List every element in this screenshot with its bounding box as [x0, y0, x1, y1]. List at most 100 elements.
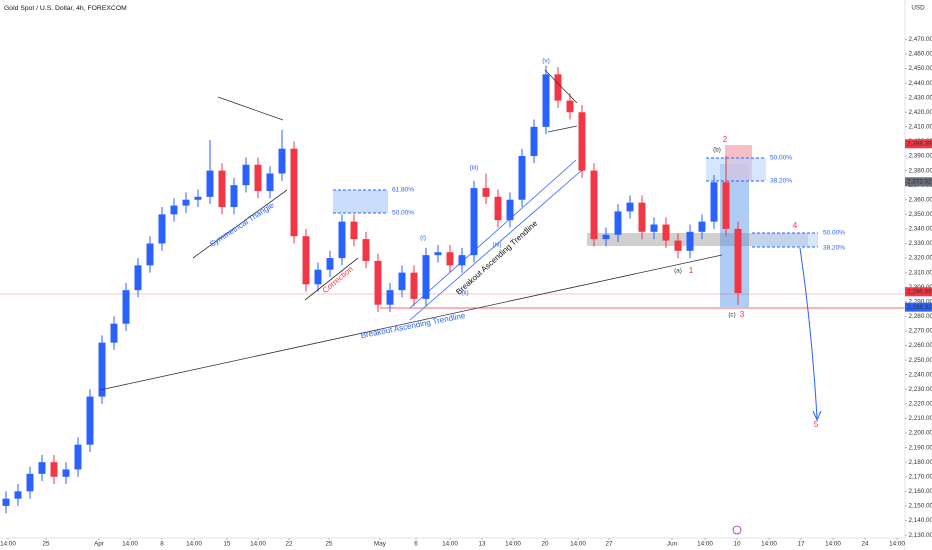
candle-body [434, 252, 442, 256]
y-tick-label: 2,180.00 [909, 459, 932, 466]
candle-body [302, 236, 310, 285]
x-tick-label: 13 [478, 541, 486, 548]
channel-line [409, 169, 583, 321]
currency: USD [911, 5, 925, 12]
candle-body [14, 491, 22, 499]
price-tag [905, 177, 932, 187]
y-tick-label: 2,420.00 [909, 109, 932, 116]
price-tag [905, 287, 932, 297]
y-tick-label: 2,200.00 [909, 430, 932, 437]
x-tick-label: 27 [605, 541, 613, 548]
wave-label: (ii) [461, 290, 468, 297]
candle-body [74, 444, 82, 470]
y-tick-label: 2,360.00 [909, 196, 932, 203]
y-tick-label: 2,390.00 [909, 153, 932, 160]
candle-body [206, 170, 214, 197]
y-tick-label: 2,290.00 [909, 298, 932, 305]
candle-body [626, 202, 634, 212]
y-tick-label: 2,450.00 [909, 65, 932, 72]
candle-body [98, 342, 106, 397]
y-tick-label: 2,270.00 [909, 328, 932, 335]
candle-body [374, 260, 382, 305]
candle-body [182, 199, 190, 206]
y-tick-label: 2,350.00 [909, 211, 932, 218]
x-tick-label: 10 [733, 541, 741, 548]
y-tick-label: 2,250.00 [909, 357, 932, 364]
candle-body [266, 173, 274, 191]
y-tick-label: 2,160.00 [909, 488, 932, 495]
candle-body [158, 214, 166, 244]
drawings [99, 69, 822, 422]
candle-body [482, 188, 490, 197]
wave-label: (c) [728, 312, 735, 319]
candles [2, 65, 742, 514]
channel-line [409, 159, 577, 309]
y-tick-label: 2,430.00 [909, 94, 932, 101]
trendline [544, 69, 578, 104]
x-tick-label: Jun [667, 541, 678, 548]
projection-arrow [799, 247, 818, 419]
x-tick-label: 20 [541, 541, 549, 548]
x-tick-label: 14:00 [505, 541, 521, 548]
y-tick-label: 2,470.00 [909, 36, 932, 43]
fib-box [752, 233, 818, 247]
candle-body [86, 396, 94, 445]
y-tick-label: 2,320.00 [909, 255, 932, 262]
candle-body [218, 170, 226, 208]
candle-body [122, 290, 130, 324]
trendline [217, 96, 284, 121]
chart-title: Gold Spot / U.S. Dollar, 4h, FOREXCOM [4, 5, 127, 12]
fib-box [333, 190, 388, 213]
candle-body [422, 255, 430, 299]
candle-body [590, 170, 598, 240]
candle-body [494, 196, 502, 221]
candle-body [662, 224, 670, 241]
x-tick-label: 22 [285, 541, 293, 548]
y-tick-label: 2,130.00 [909, 532, 932, 539]
y-tick-label: 2,210.00 [909, 415, 932, 422]
candle-body [386, 290, 394, 305]
price-tag-label: 2,286.32 [907, 304, 932, 311]
candle-body [710, 182, 718, 222]
y-tick-label: 2,440.00 [909, 80, 932, 87]
x-tick-label: 14:00 [570, 541, 586, 548]
trendline [99, 254, 723, 391]
fib-label: 38.20% [770, 178, 792, 185]
y-tick-label: 2,340.00 [909, 226, 932, 233]
wave-label: (iv) [492, 242, 501, 249]
y-tick-label: 2,330.00 [909, 240, 932, 247]
annotation: Symmetrical Triangle [208, 200, 276, 249]
y-tick-label: 2,460.00 [909, 51, 932, 58]
event-icon[interactable] [732, 525, 742, 535]
y-tick-label: 2,190.00 [909, 444, 932, 451]
candle-body [470, 188, 478, 256]
wave-label: 1 [689, 266, 694, 275]
candle-body [350, 221, 358, 240]
candle-body [566, 100, 574, 113]
wave-label: 5 [814, 420, 819, 429]
candle-body [542, 74, 550, 127]
x-tick-label: 14:00 [889, 541, 905, 548]
trendline [304, 257, 359, 301]
y-tick-label: 2,230.00 [909, 386, 932, 393]
y-tick-label: 2,310.00 [909, 269, 932, 276]
candle-body [578, 112, 586, 171]
candle-body [146, 243, 154, 266]
price-tag-label: 2,372.32 [907, 178, 932, 185]
fib-label: 38.20% [823, 245, 845, 252]
candle-body [278, 148, 286, 174]
wave-label: (iii) [470, 165, 479, 172]
fib-label: 50.00% [770, 155, 792, 162]
annotation: Breakout Ascending Trendline [360, 311, 467, 340]
x-tick-label: 17 [797, 541, 805, 548]
candle-body [410, 272, 418, 299]
wave-label: (i) [420, 235, 426, 242]
x-tick-label: 25 [42, 541, 50, 548]
y-tick-label: 2,260.00 [909, 342, 932, 349]
candle-body [398, 272, 406, 291]
fib-label: 50.00% [392, 210, 414, 217]
candle-body [194, 196, 202, 200]
axes: 2,130.00 2,140.00 2,150.00 2,160.00 2,170.00… [0, 36, 932, 548]
candle-body [110, 323, 118, 343]
